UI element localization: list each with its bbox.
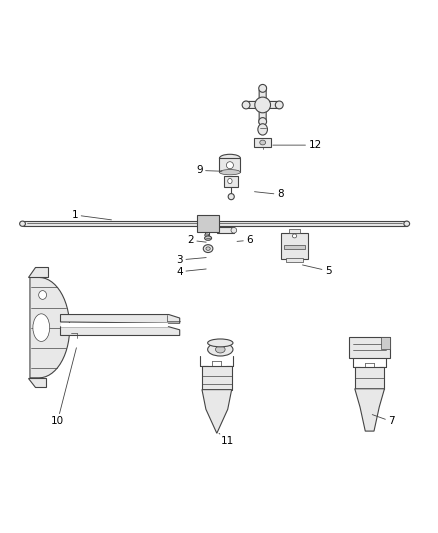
Ellipse shape (208, 339, 233, 347)
Text: 9: 9 (196, 165, 222, 175)
Bar (22, 221, 407, 226)
Text: 6: 6 (237, 235, 253, 245)
Ellipse shape (215, 346, 225, 353)
Ellipse shape (205, 236, 212, 240)
Polygon shape (259, 86, 266, 103)
Ellipse shape (219, 154, 240, 162)
Polygon shape (28, 266, 48, 277)
Bar (286, 258, 303, 262)
Text: 5: 5 (303, 265, 332, 276)
Polygon shape (30, 277, 70, 378)
Ellipse shape (242, 101, 250, 109)
Ellipse shape (292, 234, 297, 238)
Ellipse shape (219, 169, 240, 175)
Text: 7: 7 (372, 415, 395, 426)
Text: 10: 10 (51, 348, 76, 426)
Text: 11: 11 (219, 433, 234, 446)
Bar (202, 366, 232, 390)
Polygon shape (60, 327, 180, 335)
Bar (217, 228, 234, 233)
Bar (349, 337, 390, 358)
Polygon shape (60, 314, 180, 323)
Text: 8: 8 (254, 189, 283, 199)
Ellipse shape (259, 84, 267, 92)
Ellipse shape (255, 97, 271, 113)
Bar (289, 229, 300, 233)
Polygon shape (244, 101, 261, 109)
Ellipse shape (228, 193, 234, 200)
Ellipse shape (20, 221, 25, 227)
Ellipse shape (208, 343, 233, 356)
Bar (197, 215, 219, 232)
Polygon shape (355, 389, 385, 431)
Ellipse shape (203, 245, 213, 253)
Bar (355, 367, 385, 389)
Bar (381, 337, 390, 349)
Ellipse shape (226, 161, 233, 169)
Bar (224, 176, 238, 187)
Polygon shape (202, 390, 232, 433)
Bar (219, 158, 240, 172)
Text: 4: 4 (177, 266, 206, 277)
Ellipse shape (205, 217, 209, 220)
Ellipse shape (276, 101, 283, 109)
Bar (284, 245, 305, 249)
Polygon shape (259, 107, 266, 123)
Bar (254, 138, 271, 147)
Bar (60, 323, 166, 326)
Ellipse shape (404, 221, 410, 227)
Ellipse shape (205, 234, 209, 236)
Text: 3: 3 (177, 255, 206, 265)
Ellipse shape (260, 140, 265, 145)
Polygon shape (265, 101, 281, 109)
Text: 1: 1 (71, 210, 111, 220)
Ellipse shape (228, 179, 232, 184)
Ellipse shape (258, 124, 268, 135)
Polygon shape (28, 378, 46, 386)
Ellipse shape (206, 247, 210, 251)
Ellipse shape (33, 314, 49, 342)
Ellipse shape (259, 118, 267, 125)
Ellipse shape (231, 228, 237, 233)
Text: 2: 2 (187, 235, 206, 245)
Ellipse shape (39, 290, 46, 300)
Bar (282, 233, 307, 259)
Bar (205, 219, 209, 235)
Text: 12: 12 (273, 140, 321, 150)
